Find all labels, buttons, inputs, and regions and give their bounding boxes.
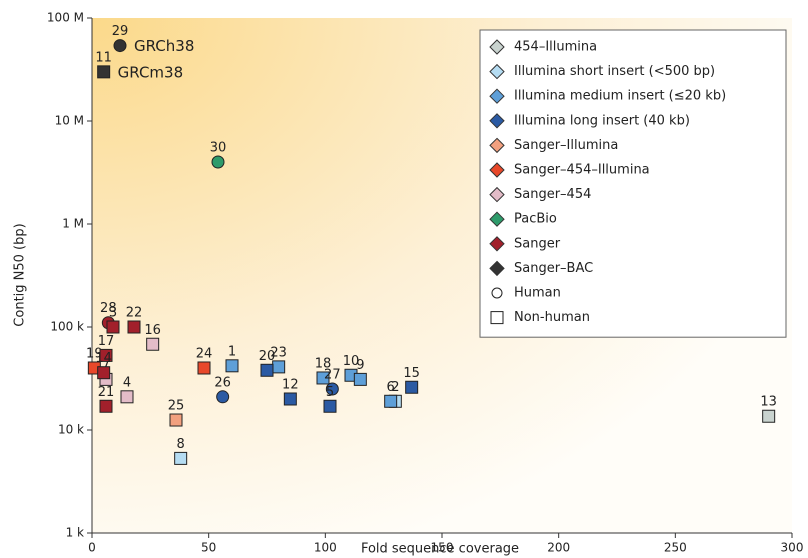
- legend-marker: [489, 260, 505, 277]
- y-tick-label: 100 M: [47, 11, 84, 25]
- data-point: [113, 39, 127, 53]
- data-point: [260, 363, 274, 377]
- y-axis-title: Contig N50 (bp): [13, 223, 28, 326]
- point-label: 27: [324, 368, 341, 383]
- legend-label: 454–Illumina: [514, 40, 597, 55]
- data-point: [146, 337, 160, 351]
- data-point: [216, 390, 230, 404]
- data-point: [353, 372, 367, 386]
- x-tick-label: 200: [547, 541, 570, 555]
- x-tick-label: 300: [781, 541, 804, 555]
- point-label: 25: [168, 399, 185, 414]
- data-point: [211, 155, 225, 169]
- point-label: 18: [315, 356, 332, 371]
- point-annotation: GRCh38: [134, 37, 194, 55]
- legend-marker: [491, 287, 503, 299]
- data-point: [197, 361, 211, 375]
- legend-label: Sanger–454–Illumina: [514, 163, 650, 178]
- data-point: [106, 320, 120, 334]
- legend-marker: [489, 39, 505, 55]
- data-point: [169, 413, 183, 427]
- legend-label: Sanger–Illumina: [514, 138, 618, 153]
- point-label: 14: [95, 351, 112, 366]
- point-label: 5: [326, 385, 334, 400]
- legend-marker: [489, 186, 505, 203]
- data-point: [120, 390, 134, 404]
- legend-label: Sanger: [514, 236, 561, 251]
- y-tick-label: 100 k: [50, 320, 84, 334]
- legend-marker: [489, 211, 505, 227]
- point-label: 15: [403, 366, 420, 381]
- legend-marker: [489, 162, 505, 178]
- point-label: 8: [177, 437, 185, 452]
- x-tick-label: 150: [431, 541, 454, 555]
- data-point: [325, 382, 339, 396]
- x-axis-title: Fold sequence coverage: [361, 542, 519, 557]
- point-label: 16: [144, 323, 161, 338]
- point-label: 11: [95, 50, 112, 65]
- y-tick-label: 1 k: [66, 526, 84, 540]
- point-label: 28: [100, 301, 117, 316]
- legend-label: Sanger–454: [514, 187, 591, 202]
- legend-marker: [490, 311, 504, 325]
- point-label: 19: [86, 346, 103, 361]
- point-label: 6: [387, 380, 395, 395]
- point-label: 9: [356, 358, 364, 373]
- legend-label: Illumina medium insert (≤20 kb): [514, 89, 726, 104]
- point-label: 7: [102, 358, 110, 373]
- point-label: 24: [196, 346, 213, 361]
- point-label: 30: [210, 140, 227, 155]
- data-point: [225, 359, 239, 373]
- data-point: [99, 348, 113, 362]
- x-tick-label: 0: [88, 541, 96, 555]
- point-label: 26: [214, 375, 231, 390]
- point-label: 22: [126, 306, 143, 321]
- data-point: [127, 320, 141, 334]
- point-label: 29: [112, 24, 129, 39]
- x-tick-label: 50: [201, 541, 216, 555]
- legend-label: Illumina long insert (40 kb): [514, 113, 690, 128]
- point-label: 20: [259, 349, 276, 364]
- data-point: [97, 366, 111, 380]
- legend-label: Sanger–BAC: [514, 261, 593, 276]
- point-label: 13: [760, 395, 777, 410]
- y-tick-label: 10 M: [55, 114, 84, 128]
- point-label: 10: [343, 354, 360, 369]
- data-point: [97, 65, 111, 79]
- data-point: [99, 399, 113, 413]
- data-point: [384, 394, 398, 408]
- data-point: [762, 409, 776, 423]
- legend-label: Illumina short insert (<500 bp): [514, 64, 715, 79]
- point-label: 21: [98, 385, 115, 400]
- y-tick-label: 10 k: [58, 423, 84, 437]
- legend-marker: [489, 137, 505, 154]
- legend-marker: [489, 113, 505, 129]
- legend-label: Human: [514, 286, 561, 301]
- legend-marker: [489, 63, 505, 80]
- data-point: [316, 371, 330, 385]
- legend-label: PacBio: [514, 212, 557, 227]
- point-label: 23: [270, 345, 287, 360]
- y-tick-label: 1 M: [62, 217, 84, 231]
- x-tick-label: 250: [664, 541, 687, 555]
- point-label: 17: [98, 334, 115, 349]
- data-point: [174, 451, 188, 465]
- point-label: 3: [109, 306, 117, 321]
- point-label: 12: [282, 377, 299, 392]
- data-point: [405, 380, 419, 394]
- point-annotation: GRCm38: [118, 63, 183, 81]
- data-point: [323, 399, 337, 413]
- legend-label: Non-human: [514, 310, 590, 325]
- point-label: 1: [228, 344, 236, 359]
- data-point: [283, 392, 297, 406]
- point-label: 2: [391, 380, 399, 395]
- x-tick-label: 100: [314, 541, 337, 555]
- legend-marker: [489, 88, 505, 104]
- legend-marker: [489, 236, 505, 252]
- point-label: 4: [123, 375, 131, 390]
- legend-box: [479, 29, 787, 338]
